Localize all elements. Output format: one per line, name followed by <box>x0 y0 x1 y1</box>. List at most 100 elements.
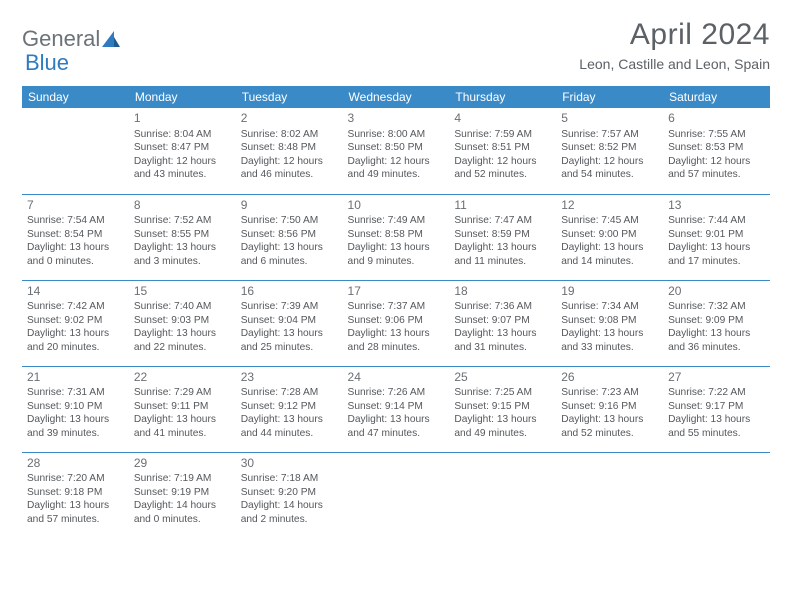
sunset-line: Sunset: 9:11 PM <box>134 400 231 413</box>
calendar-cell: 15Sunrise: 7:40 AMSunset: 9:03 PMDayligh… <box>129 280 236 366</box>
sunrise-line: Sunrise: 7:47 AM <box>454 214 551 227</box>
sunset-line: Sunset: 8:58 PM <box>348 228 445 241</box>
daylight-line: Daylight: 13 hours and 41 minutes. <box>134 413 231 440</box>
day-number: 1 <box>134 111 231 127</box>
day-number: 4 <box>454 111 551 127</box>
calendar-cell: 25Sunrise: 7:25 AMSunset: 9:15 PMDayligh… <box>449 366 556 452</box>
logo-text-general: General <box>22 26 100 52</box>
sunset-line: Sunset: 9:00 PM <box>561 228 658 241</box>
page-title: April 2024 <box>579 18 770 52</box>
daylight-line: Daylight: 13 hours and 28 minutes. <box>348 327 445 354</box>
calendar-cell: 7Sunrise: 7:54 AMSunset: 8:54 PMDaylight… <box>22 194 129 280</box>
title-block: April 2024 Leon, Castille and Leon, Spai… <box>579 18 770 72</box>
sunset-line: Sunset: 8:55 PM <box>134 228 231 241</box>
sunrise-line: Sunrise: 8:02 AM <box>241 128 338 141</box>
sunset-line: Sunset: 9:07 PM <box>454 314 551 327</box>
daylight-line: Daylight: 13 hours and 33 minutes. <box>561 327 658 354</box>
calendar-cell <box>22 108 129 194</box>
header-wednesday: Wednesday <box>343 86 450 108</box>
daylight-line: Daylight: 13 hours and 0 minutes. <box>27 241 124 268</box>
calendar-cell: 12Sunrise: 7:45 AMSunset: 9:00 PMDayligh… <box>556 194 663 280</box>
header: General April 2024 Leon, Castille and Le… <box>22 18 770 72</box>
daylight-line: Daylight: 13 hours and 20 minutes. <box>27 327 124 354</box>
sunset-line: Sunset: 9:04 PM <box>241 314 338 327</box>
daylight-line: Daylight: 13 hours and 57 minutes. <box>27 499 124 526</box>
calendar-cell: 16Sunrise: 7:39 AMSunset: 9:04 PMDayligh… <box>236 280 343 366</box>
day-number: 3 <box>348 111 445 127</box>
sunset-line: Sunset: 9:02 PM <box>27 314 124 327</box>
sunset-line: Sunset: 9:20 PM <box>241 486 338 499</box>
sunrise-line: Sunrise: 7:37 AM <box>348 300 445 313</box>
sunrise-line: Sunrise: 7:29 AM <box>134 386 231 399</box>
calendar-cell <box>556 452 663 538</box>
daylight-line: Daylight: 12 hours and 52 minutes. <box>454 155 551 182</box>
daylight-line: Daylight: 13 hours and 17 minutes. <box>668 241 765 268</box>
sunset-line: Sunset: 8:48 PM <box>241 141 338 154</box>
sunset-line: Sunset: 9:01 PM <box>668 228 765 241</box>
sunset-line: Sunset: 9:14 PM <box>348 400 445 413</box>
sunset-line: Sunset: 9:16 PM <box>561 400 658 413</box>
sunset-line: Sunset: 8:59 PM <box>454 228 551 241</box>
daylight-line: Daylight: 14 hours and 0 minutes. <box>134 499 231 526</box>
sunrise-line: Sunrise: 7:31 AM <box>27 386 124 399</box>
daylight-line: Daylight: 13 hours and 3 minutes. <box>134 241 231 268</box>
daylight-line: Daylight: 12 hours and 46 minutes. <box>241 155 338 182</box>
day-number: 29 <box>134 456 231 472</box>
calendar-cell: 26Sunrise: 7:23 AMSunset: 9:16 PMDayligh… <box>556 366 663 452</box>
sunset-line: Sunset: 8:54 PM <box>27 228 124 241</box>
calendar-cell: 6Sunrise: 7:55 AMSunset: 8:53 PMDaylight… <box>663 108 770 194</box>
header-saturday: Saturday <box>663 86 770 108</box>
sunrise-line: Sunrise: 8:00 AM <box>348 128 445 141</box>
sunrise-line: Sunrise: 7:39 AM <box>241 300 338 313</box>
day-number: 27 <box>668 370 765 386</box>
calendar-cell: 29Sunrise: 7:19 AMSunset: 9:19 PMDayligh… <box>129 452 236 538</box>
daylight-line: Daylight: 12 hours and 57 minutes. <box>668 155 765 182</box>
sunrise-line: Sunrise: 7:19 AM <box>134 472 231 485</box>
header-tuesday: Tuesday <box>236 86 343 108</box>
daylight-line: Daylight: 13 hours and 9 minutes. <box>348 241 445 268</box>
calendar-cell: 21Sunrise: 7:31 AMSunset: 9:10 PMDayligh… <box>22 366 129 452</box>
sunset-line: Sunset: 9:10 PM <box>27 400 124 413</box>
sunset-line: Sunset: 9:18 PM <box>27 486 124 499</box>
day-number: 14 <box>27 284 124 300</box>
day-number: 9 <box>241 198 338 214</box>
sunset-line: Sunset: 9:06 PM <box>348 314 445 327</box>
sunset-line: Sunset: 9:17 PM <box>668 400 765 413</box>
sunset-line: Sunset: 8:52 PM <box>561 141 658 154</box>
day-number: 30 <box>241 456 338 472</box>
calendar-week-row: 14Sunrise: 7:42 AMSunset: 9:02 PMDayligh… <box>22 280 770 366</box>
sunset-line: Sunset: 8:51 PM <box>454 141 551 154</box>
logo-triangle-icon <box>102 31 120 47</box>
calendar-cell: 18Sunrise: 7:36 AMSunset: 9:07 PMDayligh… <box>449 280 556 366</box>
daylight-line: Daylight: 13 hours and 39 minutes. <box>27 413 124 440</box>
daylight-line: Daylight: 14 hours and 2 minutes. <box>241 499 338 526</box>
sunrise-line: Sunrise: 7:34 AM <box>561 300 658 313</box>
logo-text-blue: Blue <box>25 50 69 76</box>
calendar-cell: 13Sunrise: 7:44 AMSunset: 9:01 PMDayligh… <box>663 194 770 280</box>
sunrise-line: Sunrise: 7:23 AM <box>561 386 658 399</box>
day-number: 28 <box>27 456 124 472</box>
sunrise-line: Sunrise: 7:25 AM <box>454 386 551 399</box>
daylight-line: Daylight: 13 hours and 36 minutes. <box>668 327 765 354</box>
header-thursday: Thursday <box>449 86 556 108</box>
sunset-line: Sunset: 8:56 PM <box>241 228 338 241</box>
daylight-line: Daylight: 13 hours and 22 minutes. <box>134 327 231 354</box>
sunrise-line: Sunrise: 7:18 AM <box>241 472 338 485</box>
day-number: 26 <box>561 370 658 386</box>
calendar-cell: 8Sunrise: 7:52 AMSunset: 8:55 PMDaylight… <box>129 194 236 280</box>
day-number: 25 <box>454 370 551 386</box>
daylight-line: Daylight: 13 hours and 11 minutes. <box>454 241 551 268</box>
sunrise-line: Sunrise: 7:36 AM <box>454 300 551 313</box>
sunrise-line: Sunrise: 7:59 AM <box>454 128 551 141</box>
sunrise-line: Sunrise: 7:42 AM <box>27 300 124 313</box>
calendar-week-row: 1Sunrise: 8:04 AMSunset: 8:47 PMDaylight… <box>22 108 770 194</box>
calendar-cell: 19Sunrise: 7:34 AMSunset: 9:08 PMDayligh… <box>556 280 663 366</box>
sunset-line: Sunset: 9:09 PM <box>668 314 765 327</box>
day-number: 12 <box>561 198 658 214</box>
calendar-cell: 22Sunrise: 7:29 AMSunset: 9:11 PMDayligh… <box>129 366 236 452</box>
sunrise-line: Sunrise: 7:28 AM <box>241 386 338 399</box>
sunrise-line: Sunrise: 7:55 AM <box>668 128 765 141</box>
calendar-cell: 23Sunrise: 7:28 AMSunset: 9:12 PMDayligh… <box>236 366 343 452</box>
calendar-week-row: 7Sunrise: 7:54 AMSunset: 8:54 PMDaylight… <box>22 194 770 280</box>
header-monday: Monday <box>129 86 236 108</box>
